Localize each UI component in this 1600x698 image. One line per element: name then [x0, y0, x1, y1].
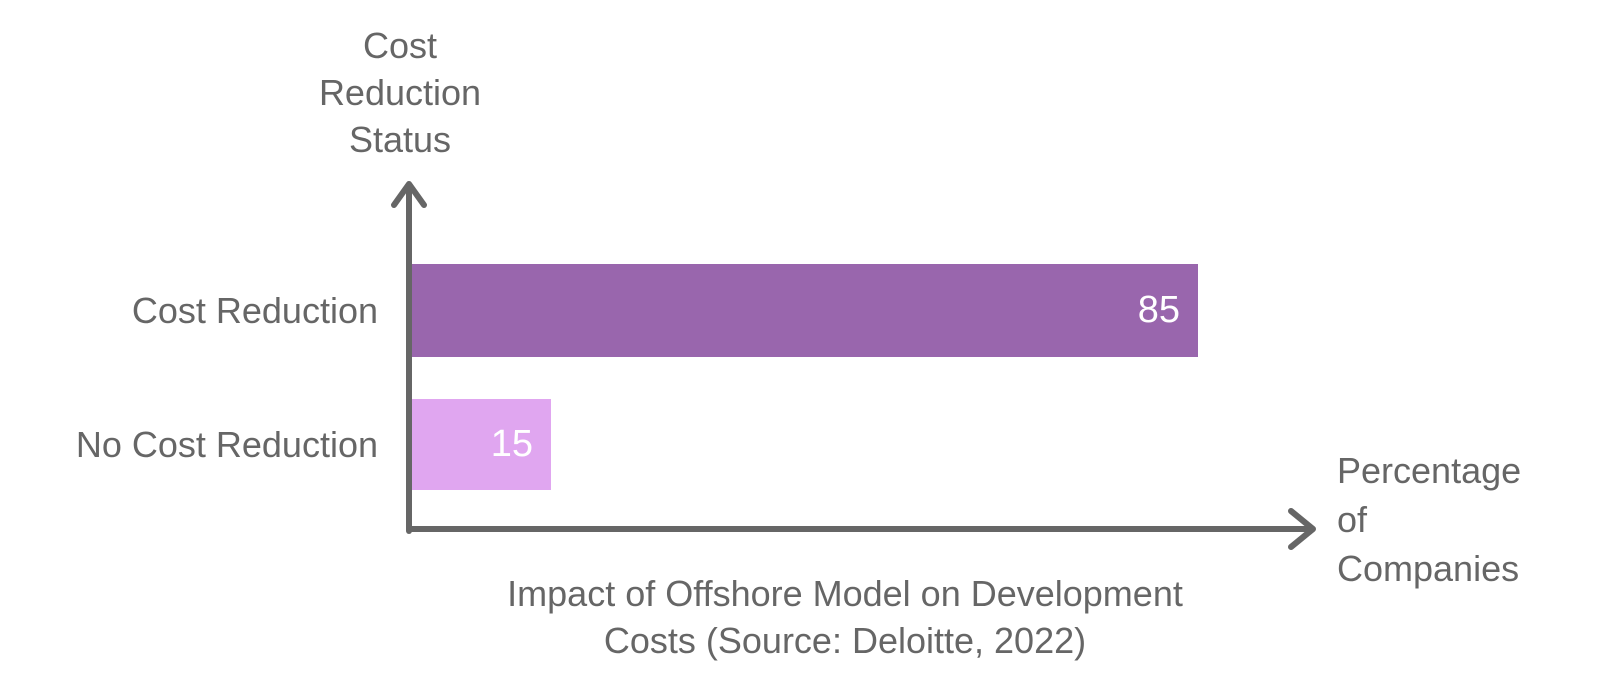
category-label-no-cost-reduction: No Cost Reduction — [75, 424, 378, 465]
bar-no-cost-reduction: 15 — [412, 399, 551, 490]
x-axis-title: Percentage of Companies — [1337, 450, 1522, 589]
y-axis-title: Cost Reduction Status — [318, 25, 482, 160]
bar-cost-reduction: 85 — [412, 264, 1198, 357]
category-label-cost-reduction: Cost Reduction — [131, 290, 378, 331]
bar-value-label-cost-reduction: 85 — [1137, 289, 1180, 331]
chart-title-line-1: Impact of Offshore Model on Development — [507, 573, 1183, 614]
bar-value-label-no-cost-reduction: 15 — [490, 423, 533, 465]
chart-title-line-2: Costs (Source: Deloitte, 2022) — [603, 620, 1087, 661]
y-axis-arrowhead-icon — [391, 181, 427, 208]
chart-title: Impact of Offshore Model on Development … — [420, 570, 1270, 664]
x-axis-arrowhead-icon — [1288, 508, 1316, 550]
